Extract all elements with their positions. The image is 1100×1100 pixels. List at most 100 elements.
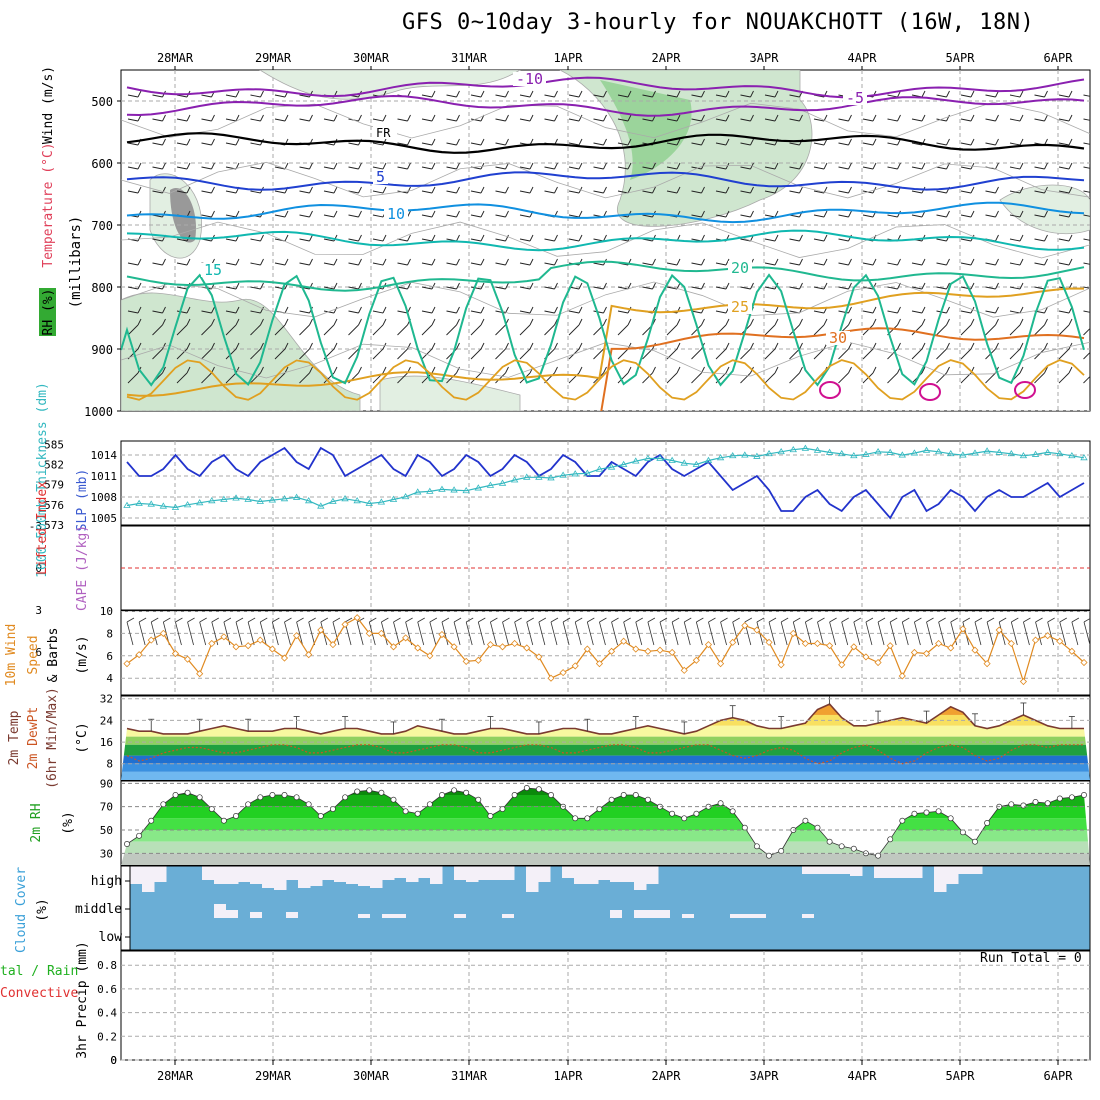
rh-legend-swatch: [39, 288, 56, 336]
wind-barb: [1034, 214, 1045, 218]
wind-barb: [152, 166, 163, 170]
cloud-high-bar: [610, 866, 623, 882]
wind-barb: [201, 190, 212, 194]
wind-barb-flag: [1094, 235, 1097, 241]
cloud-high-bar: [826, 866, 839, 874]
wind-barb: [176, 372, 188, 384]
wind-barb-flag: [995, 114, 999, 122]
wind-barb: [299, 348, 310, 360]
rh-shade-dark: [600, 80, 692, 180]
wind-barb: [421, 190, 433, 194]
wind-barb-flag: [333, 114, 338, 122]
thickness-marker: [329, 497, 337, 504]
wind-barb-flag: [652, 258, 656, 266]
wind-barb-flag: [431, 90, 436, 98]
wind-barb: [470, 214, 482, 218]
wind-barb: [176, 310, 188, 314]
slp-tick-label: 1014: [91, 449, 118, 462]
wind-barb-flag: [211, 306, 215, 314]
rh2m-point: [257, 794, 264, 801]
cloud-mid-bar: [730, 914, 766, 918]
wind-barb: [887, 372, 898, 384]
thickness-marker: [159, 502, 168, 509]
wind-barb-flag: [137, 282, 142, 290]
wind-barb-flag: [676, 318, 681, 326]
wind-barb-flag: [431, 210, 436, 218]
wind-barb-flag: [872, 318, 877, 326]
wind-barb: [201, 94, 212, 98]
label-rh2m-unit: (%): [61, 811, 76, 834]
wind-barb-flag: [456, 162, 460, 170]
rh2m-point: [838, 843, 845, 850]
wind-barb-flag: [235, 138, 240, 146]
thickness-marker: [947, 449, 955, 457]
wind-barb: [960, 94, 972, 98]
wind-barb: [421, 142, 433, 146]
wind-barb: [617, 348, 629, 360]
cloud-mid-bar: [214, 904, 226, 918]
wind10m-barb: [271, 621, 279, 646]
cloud-level-label: low: [99, 930, 123, 945]
wind-barb-flag: [1094, 139, 1097, 145]
wind-barb: [936, 238, 947, 242]
wind10m-point: [135, 651, 143, 659]
wind-barb-flag: [921, 114, 926, 122]
wind-barb: [1083, 190, 1090, 193]
thickness-marker: [789, 445, 797, 453]
wind-barb: [446, 166, 457, 170]
wind-barb-flag: [162, 138, 166, 146]
pressure-tick-label: 700: [91, 219, 113, 233]
wind-barb-flag: [701, 282, 705, 290]
wind-barb-flag: [872, 258, 877, 266]
wind10m-point: [196, 670, 204, 678]
wind-barb-flag: [946, 318, 950, 326]
wind-barb-flag: [970, 114, 975, 122]
wind-barb-flag: [1094, 115, 1097, 121]
wind10m-barb: [586, 621, 594, 646]
wind-barb: [887, 166, 898, 170]
wind-barb-flag: [358, 318, 362, 326]
wind-barb-flag: [358, 186, 362, 194]
wind10m-barb: [429, 621, 437, 646]
wind-barb-flag: [358, 234, 362, 242]
wind10m-barb-flag: [417, 617, 425, 623]
wind-barb-flag: [235, 90, 240, 98]
wind-barb: [225, 238, 237, 242]
wind10m-point: [959, 625, 967, 633]
wind-barb: [397, 324, 408, 336]
dewpoint-line: [126, 744, 1084, 765]
wind10m-barb: [853, 621, 861, 646]
rh2m-point: [1020, 802, 1027, 809]
wind-barb-flag: [627, 318, 632, 326]
label-temp-unit: (°C): [75, 722, 90, 753]
wind-barb-flag: [627, 90, 632, 98]
wind-barb: [764, 238, 776, 242]
wind-barb-flag: [848, 258, 852, 266]
wind-barb: [495, 372, 506, 384]
wind-barb-flag: [774, 186, 779, 194]
wind-barb: [691, 166, 702, 170]
wind10m-barb-flag: [332, 617, 341, 623]
wind-barb: [495, 348, 506, 360]
wind-barb-flag: [358, 282, 362, 290]
wind-barb: [348, 310, 359, 314]
wind-barb: [691, 190, 702, 194]
wind-barb-flag: [578, 210, 583, 218]
wind-barb-flag: [750, 210, 754, 218]
wind10m-barb-flag: [926, 617, 934, 623]
wind-barb: [862, 348, 874, 360]
wind-barb: [372, 190, 384, 194]
wind-barb-flag: [676, 162, 681, 170]
rh-band: [121, 806, 1090, 819]
wind-barb: [911, 118, 923, 122]
label-millibars: (millibars): [68, 216, 84, 309]
wind-barb: [176, 166, 188, 170]
thickness-marker: [910, 449, 919, 456]
wind-barb: [274, 348, 286, 360]
wind-barb-flag: [456, 210, 460, 218]
wind-barb-flag: [309, 234, 313, 242]
wind-barb-flag: [480, 366, 485, 374]
thickness-marker: [256, 497, 264, 504]
cloud-high-bar: [322, 866, 335, 880]
thickness-marker: [535, 473, 543, 480]
